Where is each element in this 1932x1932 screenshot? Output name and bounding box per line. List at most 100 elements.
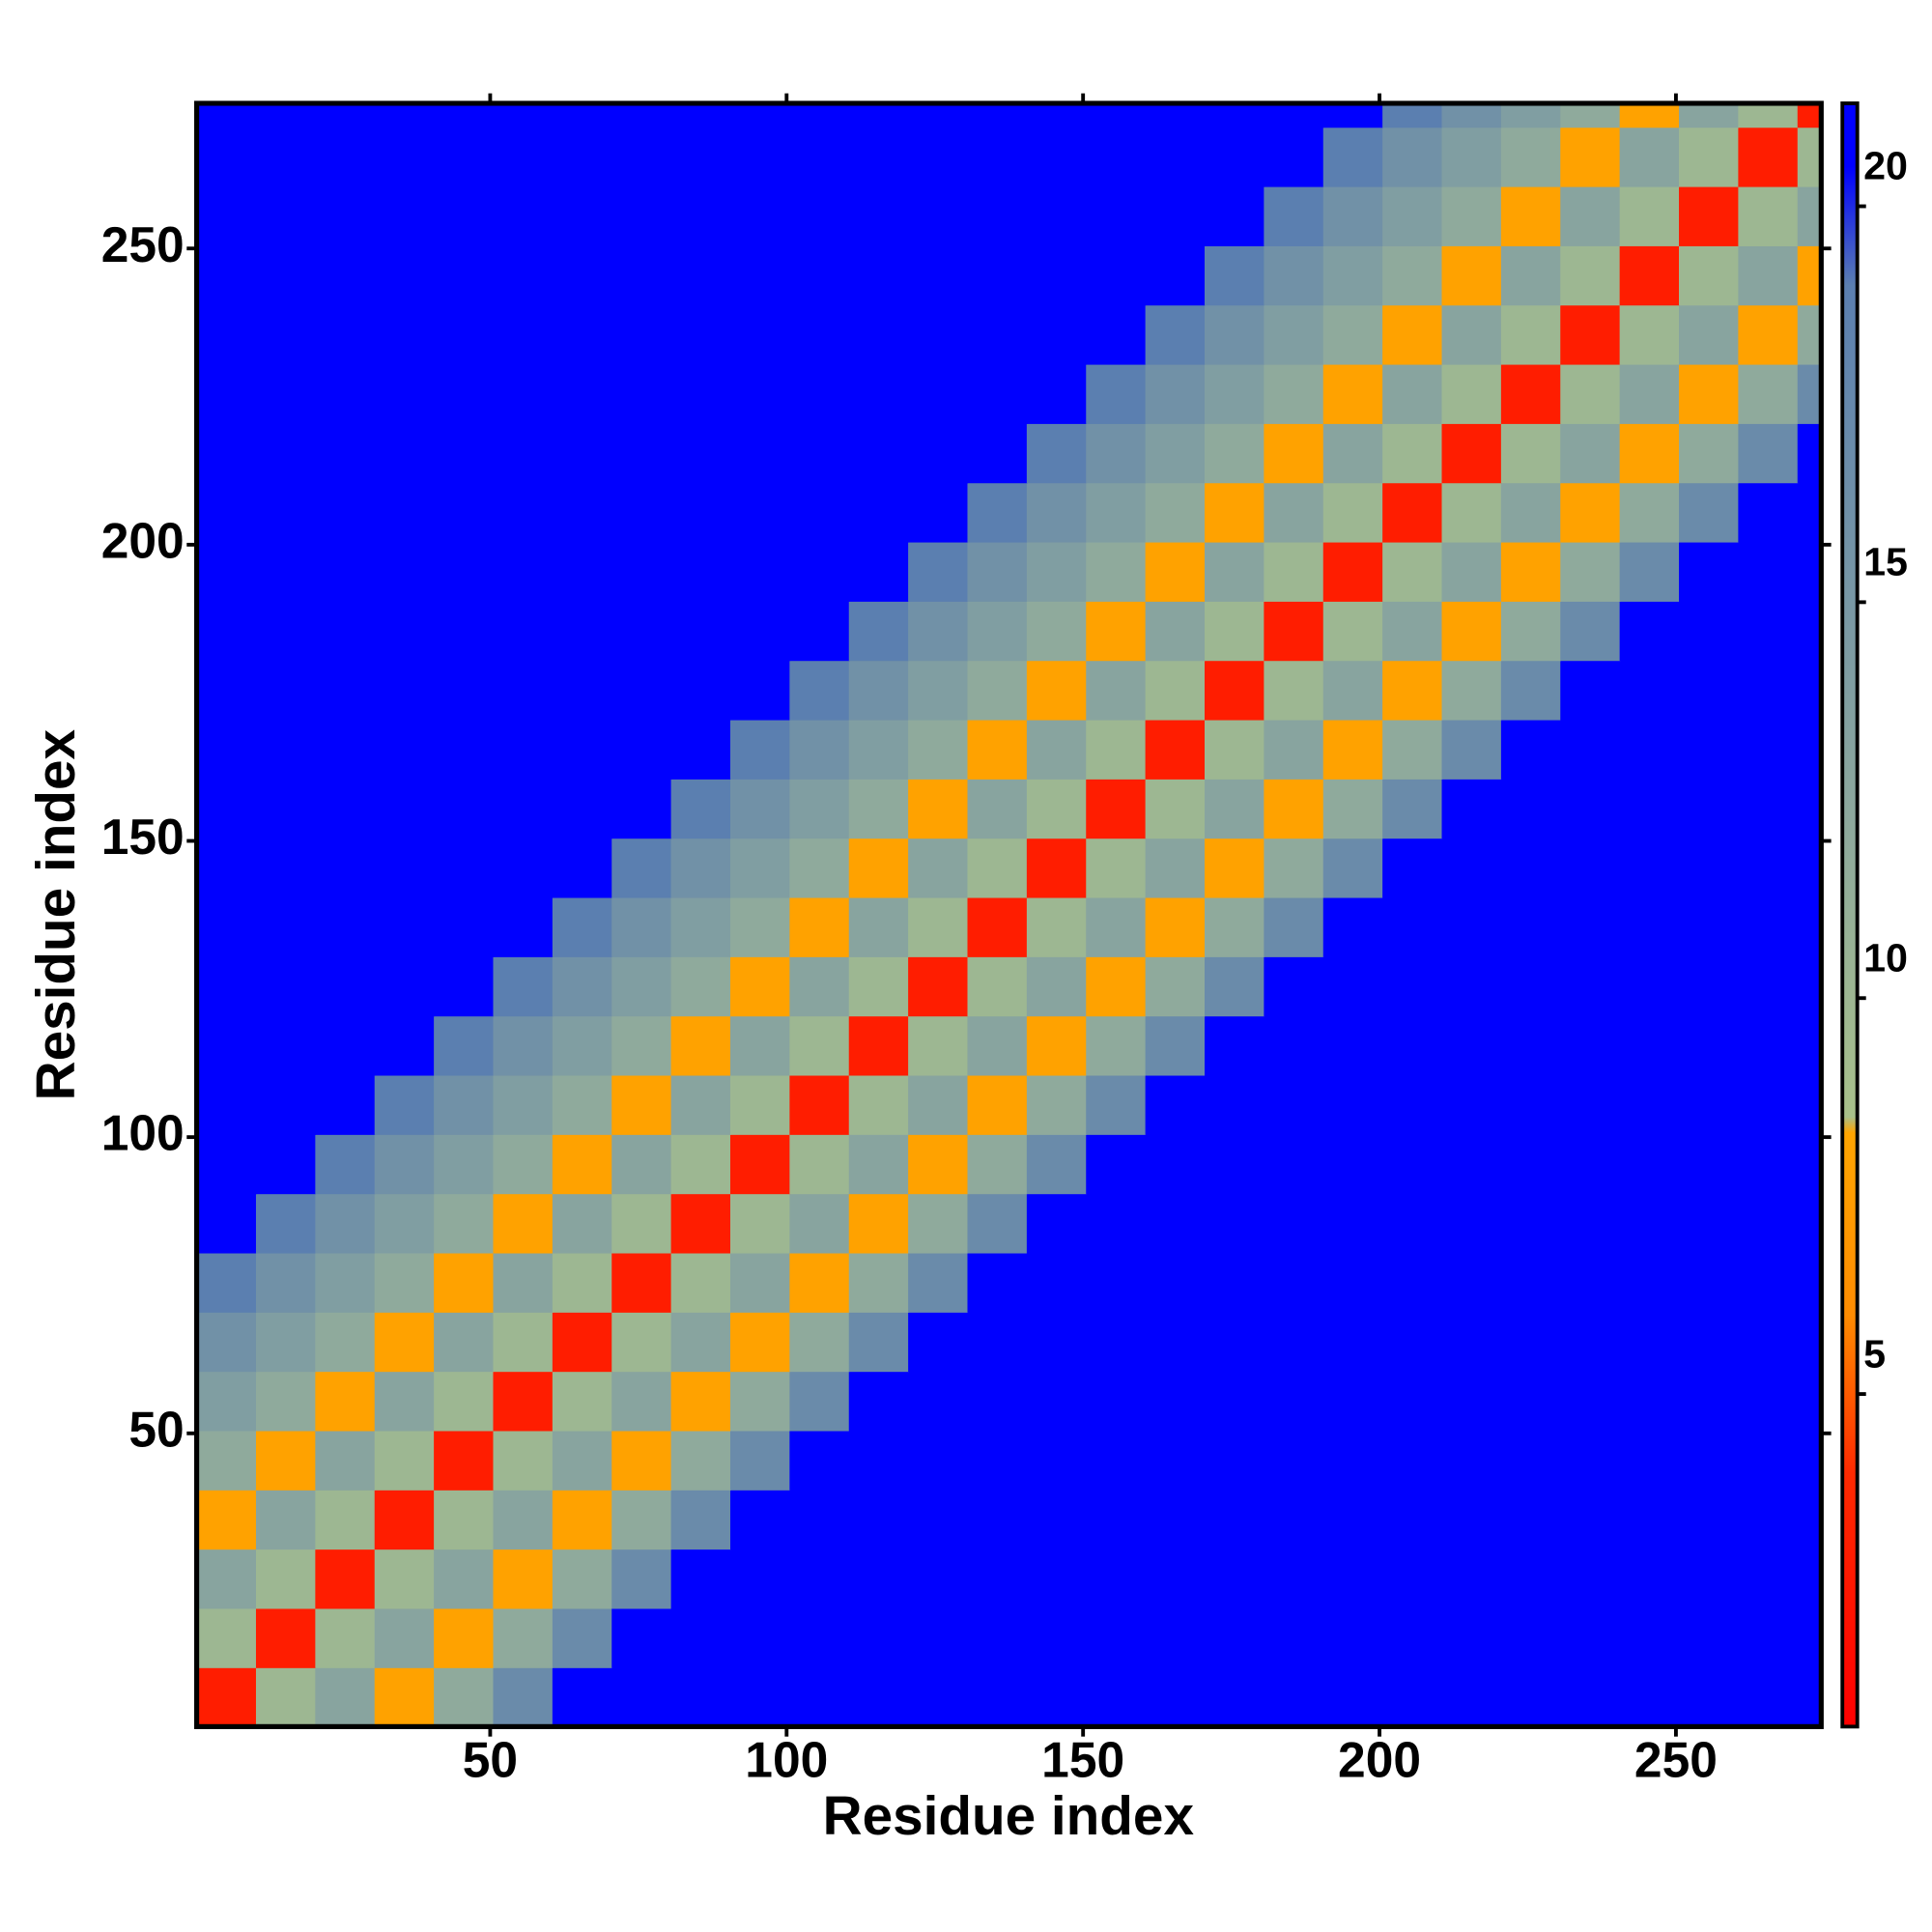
- heatmap-cell: [1560, 1371, 1621, 1432]
- heatmap-cell: [1560, 1252, 1621, 1313]
- heatmap-cell: [493, 102, 554, 128]
- heatmap-cell: [848, 1193, 909, 1254]
- heatmap-cell: [552, 1252, 613, 1313]
- heatmap-cell: [552, 1371, 613, 1432]
- heatmap-cell: [1500, 185, 1562, 246]
- heatmap-cell: [255, 1252, 317, 1313]
- heatmap-cell: [670, 1252, 731, 1313]
- heatmap-cell: [493, 1312, 554, 1373]
- heatmap-cell: [729, 304, 791, 365]
- heatmap-cell: [1145, 482, 1206, 543]
- heatmap-cell: [493, 482, 554, 543]
- heatmap-cell: [493, 956, 554, 1017]
- heatmap-cell: [1797, 185, 1823, 246]
- heatmap-cell: [1738, 896, 1799, 957]
- heatmap-cell: [1797, 1371, 1823, 1432]
- heatmap-cell: [493, 838, 554, 898]
- heatmap-cell: [374, 1193, 435, 1254]
- heatmap-cell: [552, 838, 613, 898]
- heatmap-cell: [315, 779, 376, 839]
- heatmap-cell: [1382, 1490, 1443, 1550]
- heatmap-cell: [789, 1548, 850, 1609]
- heatmap-cell: [1441, 601, 1502, 662]
- heatmap-cell: [1500, 1430, 1562, 1491]
- heatmap-cell: [1264, 1371, 1324, 1432]
- heatmap-cell: [908, 660, 969, 721]
- heatmap-cell: [1797, 601, 1823, 662]
- heatmap-cell: [255, 1430, 317, 1491]
- heatmap-cell: [1500, 1015, 1562, 1076]
- heatmap-cell: [789, 1430, 850, 1491]
- y-tick-label: 150: [101, 809, 185, 865]
- heatmap-cell: [967, 779, 1028, 839]
- heatmap-cell: [1500, 1667, 1562, 1728]
- heatmap-cell: [1619, 838, 1680, 898]
- heatmap-cell: [967, 838, 1028, 898]
- heatmap-cell: [1026, 1607, 1088, 1668]
- heatmap-cell: [1560, 304, 1621, 365]
- heatmap-cell: [374, 1312, 435, 1373]
- heatmap-cell: [1145, 541, 1206, 602]
- heatmap-cell: [255, 1193, 317, 1254]
- heatmap-cell: [1560, 1312, 1621, 1373]
- x-tick-label: 250: [1634, 1732, 1718, 1788]
- heatmap-cell: [1560, 779, 1621, 839]
- heatmap-cell: [1500, 1607, 1562, 1668]
- heatmap-cell: [434, 956, 495, 1017]
- heatmap-cell: [1264, 1015, 1324, 1076]
- heatmap-cell: [1560, 896, 1621, 957]
- heatmap-cell: [1382, 185, 1443, 246]
- heatmap-cell: [967, 363, 1028, 424]
- heatmap-cell: [1382, 127, 1443, 187]
- heatmap-cell: [1026, 779, 1088, 839]
- heatmap-cell: [848, 1312, 909, 1373]
- heatmap-cell: [1560, 1134, 1621, 1195]
- heatmap-cell: [670, 1548, 731, 1609]
- heatmap-cell: [1204, 245, 1265, 306]
- heatmap-cell: [1145, 245, 1206, 306]
- heatmap-cell: [729, 102, 791, 128]
- heatmap-cell: [1679, 838, 1740, 898]
- heatmap-cell: [908, 1667, 969, 1728]
- heatmap-cell: [255, 102, 317, 128]
- heatmap-cell: [1322, 838, 1383, 898]
- heatmap-cell: [1619, 541, 1680, 602]
- heatmap-cell: [255, 956, 317, 1017]
- heatmap-cell: [1738, 601, 1799, 662]
- heatmap-cell: [315, 1607, 376, 1668]
- heatmap-cell: [789, 838, 850, 898]
- heatmap-cell: [789, 423, 850, 484]
- heatmap-cell: [908, 304, 969, 365]
- heatmap-cell: [255, 245, 317, 306]
- heatmap-cell: [848, 1430, 909, 1491]
- heatmap-cell: [1738, 1607, 1799, 1668]
- heatmap-cell: [908, 127, 969, 187]
- heatmap-cell: [1086, 245, 1147, 306]
- heatmap-cell: [434, 482, 495, 543]
- heatmap-cell: [1382, 102, 1443, 128]
- heatmap-cell: [1204, 1193, 1265, 1254]
- heatmap-cell: [611, 1015, 672, 1076]
- heatmap-cell: [1560, 1015, 1621, 1076]
- heatmap-cell: [434, 838, 495, 898]
- heatmap-cell: [789, 1015, 850, 1076]
- heatmap-cell: [1500, 541, 1562, 602]
- heatmap-cell: [729, 185, 791, 246]
- heatmap-cell: [1026, 245, 1088, 306]
- heatmap-cell: [315, 1074, 376, 1135]
- heatmap-cell: [729, 1252, 791, 1313]
- heatmap-cell: [670, 185, 731, 246]
- heatmap-cell: [493, 1430, 554, 1491]
- heatmap-cell: [1679, 1134, 1740, 1195]
- heatmap-cell: [848, 896, 909, 957]
- heatmap-cell: [315, 423, 376, 484]
- heatmap-cell: [1086, 896, 1147, 957]
- heatmap-cell: [374, 245, 435, 306]
- heatmap-cell: [1086, 102, 1147, 128]
- heatmap-cell: [374, 1667, 435, 1728]
- heatmap-cell: [1560, 956, 1621, 1017]
- heatmap-cell: [967, 660, 1028, 721]
- heatmap-cell: [729, 127, 791, 187]
- heatmap-cell: [255, 304, 317, 365]
- heatmap-cell: [1264, 896, 1324, 957]
